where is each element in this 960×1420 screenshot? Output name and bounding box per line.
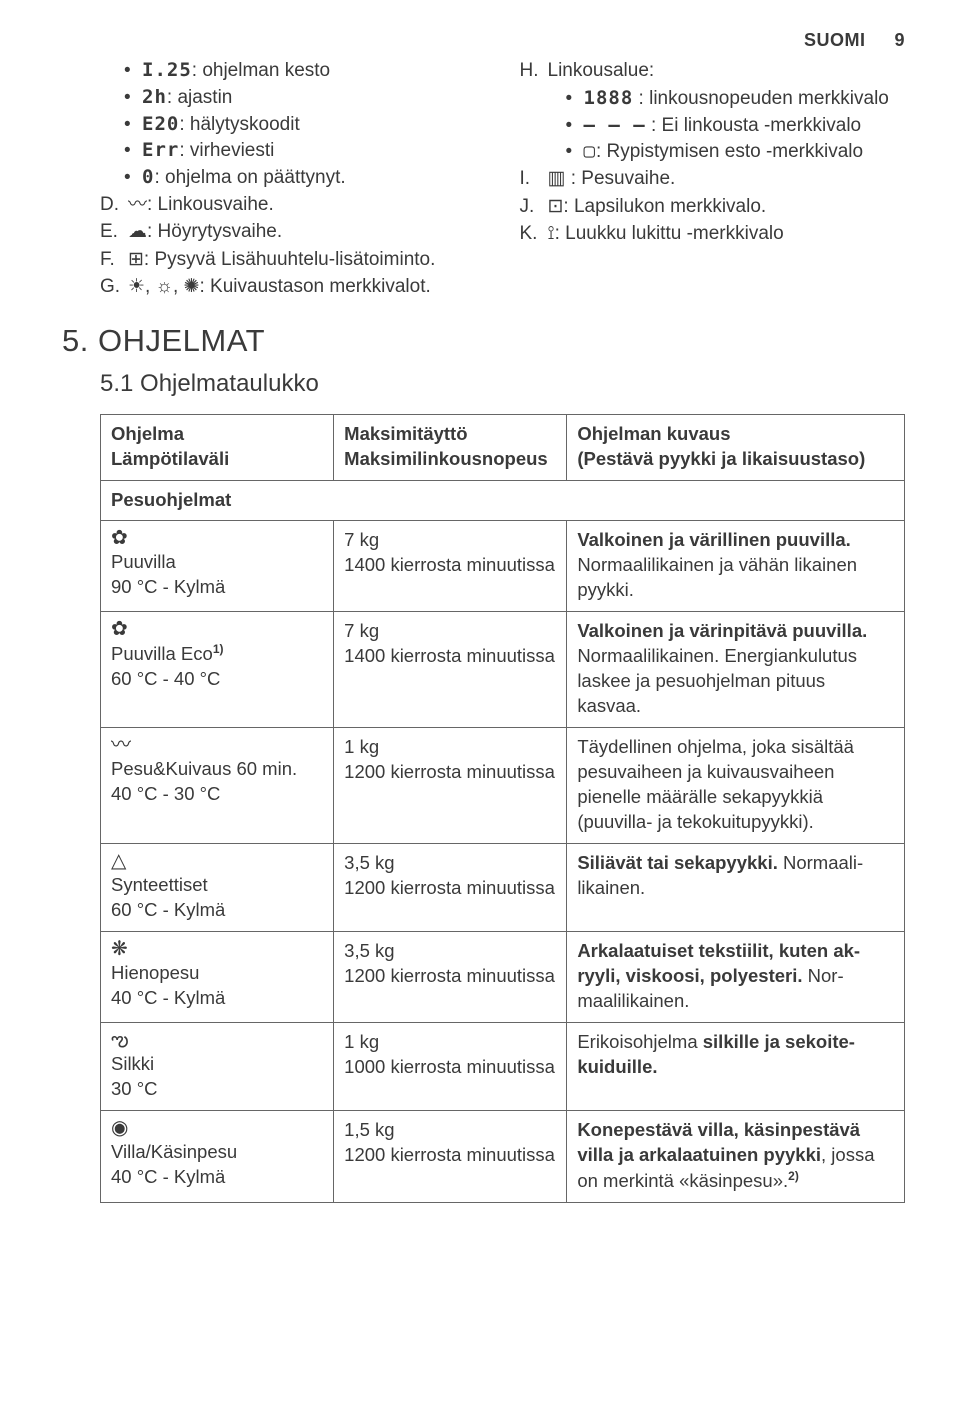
cell-capacity: 1,5 kg1200 kierrosta mi­nuutissa [334,1110,567,1202]
cell-description: Valkoinen ja värinpitävä puuvil­la. Norm… [567,612,905,728]
table-row: ✿Puuvilla Eco1)60 °C - 40 °C7 kg1400 kie… [101,612,905,728]
cell-program: ❋Hienopesu40 °C - Kylmä [101,931,334,1022]
cell-description: Täydellinen ohjelma, joka sisältää pesuv… [567,727,905,843]
cell-capacity: 7 kg1400 kierrosta mi­nuutissa [334,612,567,728]
cell-description: Arkalaatuiset tekstiilit, kuten ak­ryyli… [567,931,905,1022]
letter-item-D: D.〰: Linkousvaihe. [100,192,486,218]
table-section-row: Pesuohjelmat [101,481,905,521]
cell-capacity: 1 kg1200 kierrosta mi­nuutissa [334,727,567,843]
letter-item-J: J.⊡: Lapsilukon merkkivalo. [520,194,906,220]
bullet-item: •I.25: ohjelman kesto [124,58,486,84]
letter-item-F: F.⊞: Pysyvä Lisähuuhtelu-lisätoiminto. [100,247,486,273]
letter-item-H: H.Linkousalue: [520,58,906,84]
cell-program: ◉Villa/Käsinpesu40 °C - Kylmä [101,1110,334,1202]
th-capacity: MaksimitäyttöMaksimilinkousno­peus [334,415,567,481]
cell-program: 〰Pesu&Kuivaus 60 min.40 °C - 30 °C [101,727,334,843]
bullet-item: •– – – : Ei linkousta -merkkivalo [566,113,906,139]
letter-item-E: E.☁: Höyrytysvaihe. [100,219,486,245]
cell-description: Siliävät tai sekapyykki. Normaali­likain… [567,843,905,931]
table-row: △Synteettiset60 °C - Kylmä3,5 kg1200 kie… [101,843,905,931]
bullet-item: •2h: ajastin [124,85,486,111]
cell-capacity: 3,5 kg1200 kierrosta mi­nuutissa [334,931,567,1022]
cell-capacity: 7 kg1400 kierrosta mi­nuutissa [334,521,567,612]
program-table: OhjelmaLämpötilaväli MaksimitäyttöMaksim… [100,414,905,1202]
letter-item-K: K.⟟: Luukku lukittu -merkkivalo [520,221,906,247]
bullet-item: •0: ohjelma on päättynyt. [124,165,486,191]
cell-program: ఌSilkki30 °C [101,1022,334,1110]
cell-program: △Synteettiset60 °C - Kylmä [101,843,334,931]
cell-description: Valkoinen ja värillinen puuvilla. Normaa… [567,521,905,612]
cell-capacity: 1 kg1000 kierrosta mi­nuutissa [334,1022,567,1110]
h-sub-bullets: •1888 : linkousnopeuden merkkivalo•– – –… [520,86,906,165]
th-program: OhjelmaLämpötilaväli [101,415,334,481]
cell-capacity: 3,5 kg1200 kierrosta mi­nuutissa [334,843,567,931]
bullet-item: •1888 : linkousnopeuden merkkivalo [566,86,906,112]
table-row: ❋Hienopesu40 °C - Kylmä3,5 kg1200 kierro… [101,931,905,1022]
table-row: 〰Pesu&Kuivaus 60 min.40 °C - 30 °C1 kg12… [101,727,905,843]
header-page: 9 [871,28,905,52]
cell-program: ✿Puuvilla90 °C - Kylmä [101,521,334,612]
table-row: ◉Villa/Käsinpesu40 °C - Kylmä1,5 kg1200 … [101,1110,905,1202]
page-header: SUOMI 9 [100,28,905,52]
table-header-row: OhjelmaLämpötilaväli MaksimitäyttöMaksim… [101,415,905,481]
cell-description: Konepestävä villa, käsinpestävä villa ja… [567,1110,905,1202]
cell-description: Erikoisohjelma silkille ja sekoite­kuidu… [567,1022,905,1110]
letter-item-G: G.☀, ☼, ✺: Kuivaustason merkkivalot. [100,274,486,300]
subsection-title: 5.1 Ohjelmataulukko [100,368,905,400]
th-description: Ohjelman kuvaus(Pestävä pyykki ja likais… [567,415,905,481]
cell-program: ✿Puuvilla Eco1)60 °C - 40 °C [101,612,334,728]
letter-item-I: I.▥ : Pesuvaihe. [520,166,906,192]
bullet-item: •▢: Rypistymisen esto -merkkivalo [566,139,906,165]
symbol-legend: •I.25: ohjelman kesto•2h: ajastin•E20: h… [100,58,905,302]
bullet-item: •Err: virheviesti [124,138,486,164]
bullet-item: •E20: hälytyskoodit [124,112,486,138]
legend-right-column: H.Linkousalue:•1888 : linkousnopeuden me… [520,58,906,302]
legend-left-column: •I.25: ohjelman kesto•2h: ajastin•E20: h… [100,58,486,302]
left-sub-bullets: •I.25: ohjelman kesto•2h: ajastin•E20: h… [100,58,486,190]
table-row: ✿Puuvilla90 °C - Kylmä7 kg1400 kierrosta… [101,521,905,612]
header-lang: SUOMI [804,30,866,50]
section-title: 5. OHJELMAT [62,320,905,362]
table-row: ఌSilkki30 °C1 kg1000 kierrosta mi­nuutis… [101,1022,905,1110]
